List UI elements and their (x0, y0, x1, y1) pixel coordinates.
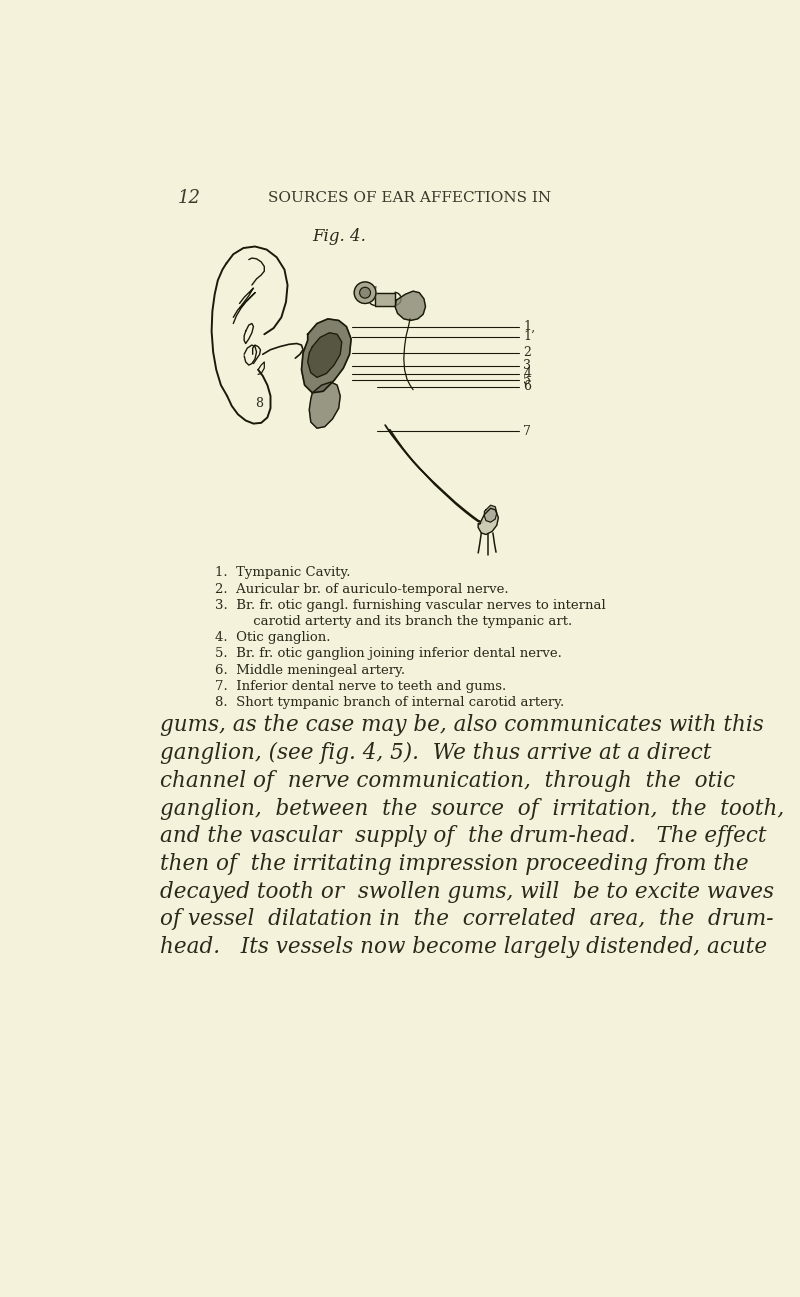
Polygon shape (375, 293, 394, 306)
Text: 6: 6 (523, 380, 531, 393)
Text: 8: 8 (255, 397, 263, 410)
Text: 3: 3 (523, 359, 531, 372)
Text: gums, as the case may be, also communicates with this: gums, as the case may be, also communica… (161, 715, 764, 737)
Text: ganglion,  between  the  source  of  irritation,  the  tooth,: ganglion, between the source of irritati… (161, 798, 785, 820)
Circle shape (360, 288, 370, 298)
Text: 5: 5 (523, 374, 531, 387)
Text: of vessel  dilatation in  the  correlated  area,  the  drum-: of vessel dilatation in the correlated a… (161, 908, 774, 930)
Text: 2: 2 (523, 346, 531, 359)
Polygon shape (308, 333, 342, 377)
Text: 1: 1 (523, 320, 531, 333)
Polygon shape (485, 506, 497, 523)
Text: 3.  Br. fr. otic gangl. furnishing vascular nerves to internal: 3. Br. fr. otic gangl. furnishing vascul… (214, 599, 606, 612)
Text: channel of  nerve communication,  through  the  otic: channel of nerve communication, through … (161, 770, 735, 792)
Polygon shape (478, 508, 498, 534)
Text: 5.  Br. fr. otic ganglion joining inferior dental nerve.: 5. Br. fr. otic ganglion joining inferio… (214, 647, 562, 660)
Polygon shape (310, 383, 340, 428)
Text: 12: 12 (178, 189, 201, 208)
Text: 1.  Tympanic Cavity.: 1. Tympanic Cavity. (214, 567, 350, 580)
Polygon shape (302, 319, 351, 393)
Text: 7: 7 (523, 425, 531, 438)
Text: head.   Its vessels now become largely distended, acute: head. Its vessels now become largely dis… (161, 936, 767, 958)
Text: 4.  Otic ganglion.: 4. Otic ganglion. (214, 632, 330, 645)
Circle shape (354, 281, 376, 303)
Text: then of  the irritating impression proceeding from the: then of the irritating impression procee… (161, 853, 749, 875)
Text: ganglion, (see fig. 4, 5).  We thus arrive at a direct: ganglion, (see fig. 4, 5). We thus arriv… (161, 742, 712, 764)
Text: 2.  Auricular br. of auriculo-temporal nerve.: 2. Auricular br. of auriculo-temporal ne… (214, 582, 508, 595)
Text: 4: 4 (523, 367, 531, 380)
Text: 8.  Short tympanic branch of internal carotid artery.: 8. Short tympanic branch of internal car… (214, 695, 564, 709)
Text: and the vascular  supply of  the drum-head.   The effect: and the vascular supply of the drum-head… (161, 825, 767, 847)
Text: 7.  Inferior dental nerve to teeth and gums.: 7. Inferior dental nerve to teeth and gu… (214, 680, 506, 693)
Text: Fig. 4.: Fig. 4. (312, 228, 366, 245)
Text: 6.  Middle meningeal artery.: 6. Middle meningeal artery. (214, 664, 405, 677)
Text: carotid arterty and its branch the tympanic art.: carotid arterty and its branch the tympa… (214, 615, 572, 628)
Text: SOURCES OF EAR AFFECTIONS IN: SOURCES OF EAR AFFECTIONS IN (269, 191, 551, 205)
Text: 1’: 1’ (523, 331, 535, 344)
Polygon shape (395, 291, 426, 320)
Text: decayed tooth or  swollen gums, will  be to excite waves: decayed tooth or swollen gums, will be t… (161, 881, 774, 903)
